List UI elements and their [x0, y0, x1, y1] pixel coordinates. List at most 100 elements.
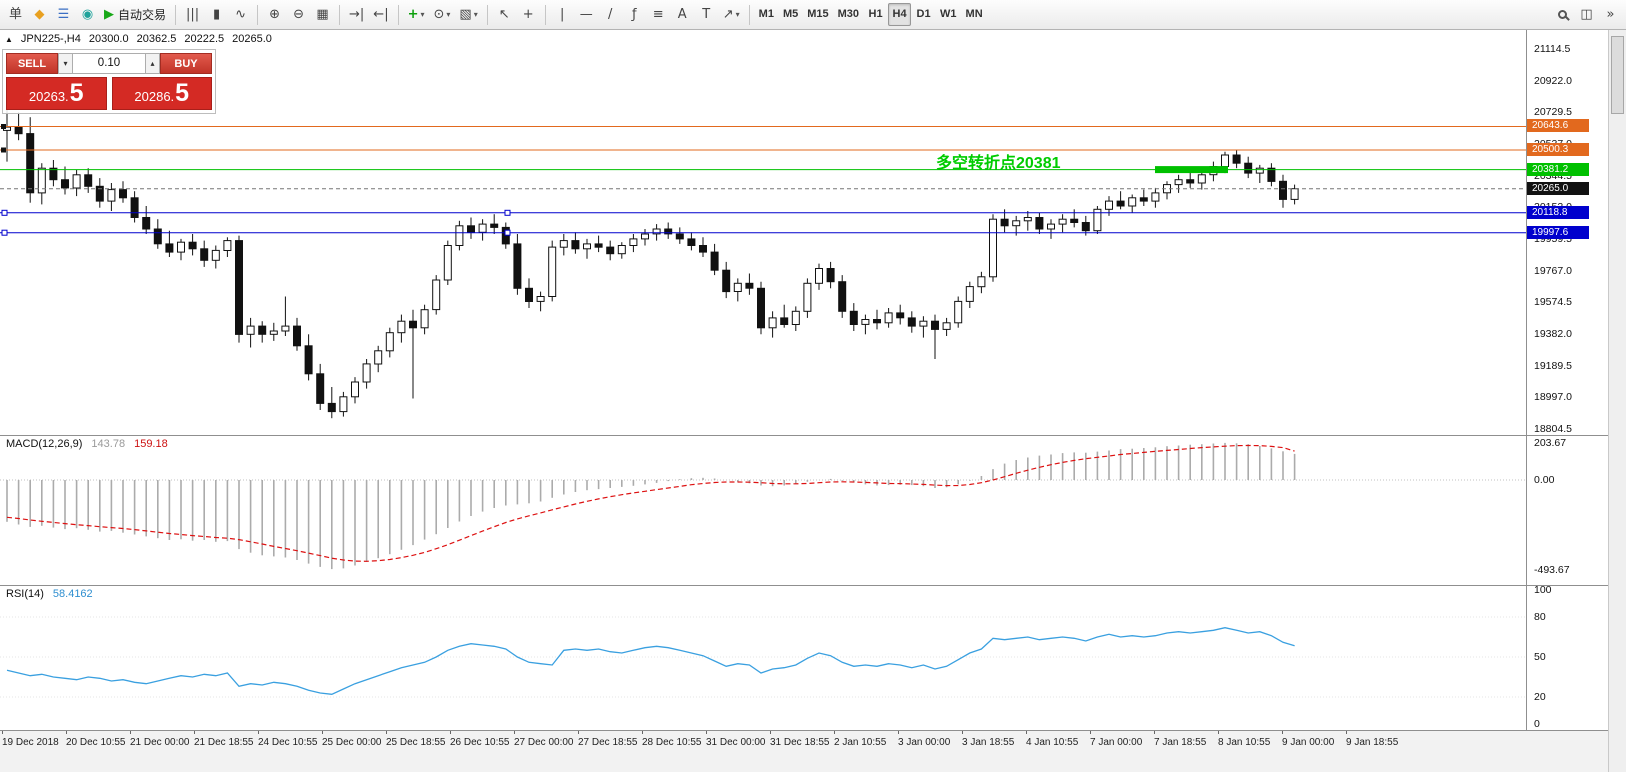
candlestick-chart[interactable]: [0, 30, 1526, 435]
volume-decrease-button[interactable]: ▾: [58, 53, 73, 74]
fibonacci-button[interactable]: ƒ: [623, 3, 646, 26]
scrollbar-thumb[interactable]: [1611, 36, 1624, 114]
objects-list-button[interactable]: ≡: [647, 3, 670, 26]
data-window-button[interactable]: ◫: [1575, 3, 1598, 26]
chart-scrollbar[interactable]: [1608, 30, 1626, 772]
pane-separator[interactable]: [0, 585, 1608, 586]
candle: [153, 228, 162, 245]
help-button[interactable]: ◉: [76, 3, 99, 26]
line-handle[interactable]: [1, 209, 8, 216]
toolbar-separator: [748, 4, 750, 25]
pane-separator[interactable]: [0, 435, 1608, 436]
line-handle[interactable]: [504, 209, 511, 216]
timeframe-h4-button[interactable]: H4: [888, 3, 912, 26]
line-handle[interactable]: [1, 124, 6, 129]
rsi-axis-tick: 100: [1534, 584, 1552, 597]
bar-chart-button[interactable]: |||: [181, 3, 204, 26]
sell-price-main: 20263.: [28, 89, 69, 104]
time-axis[interactable]: 19 Dec 2018 20 Dec 10:55 21 Dec 00:00 21 De…: [0, 730, 1608, 772]
market-watch-button[interactable]: ☰: [52, 3, 75, 26]
periods-button[interactable]: ⊙ ▾: [430, 3, 455, 26]
time-label: 3 Jan 18:55: [962, 737, 1015, 748]
macd-pane[interactable]: MACD(12,26,9) 143.78 159.18: [0, 435, 1526, 585]
candle: [1128, 197, 1137, 207]
time-tick: [1026, 730, 1027, 734]
zoom-in-button[interactable]: ⊕: [263, 3, 286, 26]
timeframe-m15-button[interactable]: M15: [803, 3, 832, 26]
metaeditor-button[interactable]: ◆: [28, 3, 51, 26]
search-button[interactable]: [1551, 3, 1574, 26]
line-handle[interactable]: [504, 229, 511, 236]
timeframe-h1-button[interactable]: H1: [864, 3, 887, 26]
time-tick: [1346, 730, 1347, 734]
time-tick: [1282, 730, 1283, 734]
candlestick-chart-button[interactable]: ▮: [205, 3, 228, 26]
time-tick: [578, 730, 579, 734]
time-label: 31 Dec 00:00: [706, 737, 766, 748]
timeframe-m30-button[interactable]: M30: [834, 3, 863, 26]
templates-button[interactable]: ▧ ▾: [455, 3, 481, 26]
text-label-button[interactable]: T: [695, 3, 718, 26]
timeframe-mn-button[interactable]: MN: [962, 3, 987, 26]
new-order-button[interactable]: 单: [4, 3, 27, 26]
volume-increase-button[interactable]: ▴: [145, 53, 160, 74]
pivot-highlight-segment[interactable]: [1155, 166, 1228, 174]
text-button[interactable]: A: [671, 3, 694, 26]
main-chart-pane[interactable]: ▲ JPN225-,H4 20300.0 20362.5 20222.5 202…: [0, 30, 1526, 435]
periods-icon: ⊙: [433, 7, 445, 22]
candle: [107, 189, 116, 202]
sell-button[interactable]: SELL: [6, 53, 58, 74]
candle: [919, 320, 928, 327]
ohlc-low: 20222.5: [184, 33, 225, 45]
trendline-button[interactable]: /: [599, 3, 622, 26]
candle: [687, 238, 696, 246]
pane-separator[interactable]: [0, 730, 1608, 731]
timeframe-d1-button[interactable]: D1: [912, 3, 935, 26]
autotrading-button[interactable]: ▶ 自动交易: [100, 3, 170, 26]
caret-up-icon: ▴: [150, 59, 155, 68]
rsi-axis-tick: 80: [1534, 611, 1546, 623]
timeframe-m5-button[interactable]: M5: [779, 3, 802, 26]
arrows-button[interactable]: ↗ ▾: [719, 3, 744, 26]
more-tools-button[interactable]: »: [1599, 3, 1622, 26]
macd-chart: [0, 442, 1526, 570]
line-handle[interactable]: [1, 147, 6, 153]
time-label: 21 Dec 00:00: [130, 737, 190, 748]
toolbar-separator: [175, 4, 177, 25]
candle: [559, 240, 568, 248]
rsi-pane[interactable]: RSI(14) 58.4162: [0, 585, 1526, 730]
buy-price-pips: 5: [175, 79, 190, 107]
horizontal-line-button[interactable]: —: [575, 3, 598, 26]
vertical-line-button[interactable]: |: [551, 3, 574, 26]
auto-scroll-button[interactable]: →|: [345, 3, 368, 26]
time-label: 3 Jan 00:00: [898, 737, 951, 748]
price-axis[interactable]: 21114.520922.020729.520537.020344.520152…: [1526, 30, 1608, 730]
toolbar-separator: [339, 4, 341, 25]
timeframe-w1-button[interactable]: W1: [936, 3, 961, 26]
indicators-button[interactable]: + ▾: [404, 3, 429, 26]
search-icon: [1558, 10, 1567, 19]
chevron-down-icon: ▾: [473, 10, 478, 19]
candle: [443, 245, 452, 281]
line-handle[interactable]: [1, 229, 8, 236]
buy-price-button[interactable]: 20286. 5: [111, 77, 212, 110]
line-chart-button[interactable]: ∿: [229, 3, 252, 26]
candle: [745, 282, 754, 289]
cursor-button[interactable]: ↖: [493, 3, 516, 26]
candle: [1244, 162, 1253, 174]
zoom-out-button[interactable]: ⊖: [287, 3, 310, 26]
price-tick: 20729.5: [1534, 106, 1572, 119]
sell-price-button[interactable]: 20263. 5: [6, 77, 107, 110]
text-label-icon: T: [702, 7, 711, 22]
timeframe-m1-button[interactable]: M1: [755, 3, 778, 26]
tile-windows-button[interactable]: ▦: [311, 3, 334, 26]
toolbar: 单 ◆ ☰ ◉ ▶ 自动交易 ||| ▮ ∿ ⊕ ⊖ ▦ →| ←| + ▾ ⊙ ▾ ▧ ▾ ↖ + | — / ƒ ≡ A T ↗ ▾ M1…: [0, 0, 1626, 30]
buy-button[interactable]: BUY: [160, 53, 212, 74]
candle: [849, 310, 858, 325]
symbol-timeframe-label: JPN225-,H4: [20, 33, 81, 45]
candle: [629, 238, 638, 246]
time-label: 7 Jan 18:55: [1154, 737, 1207, 748]
chart-shift-button[interactable]: ←|: [369, 3, 392, 26]
volume-input[interactable]: 0.10: [73, 53, 145, 74]
crosshair-button[interactable]: +: [517, 3, 540, 26]
